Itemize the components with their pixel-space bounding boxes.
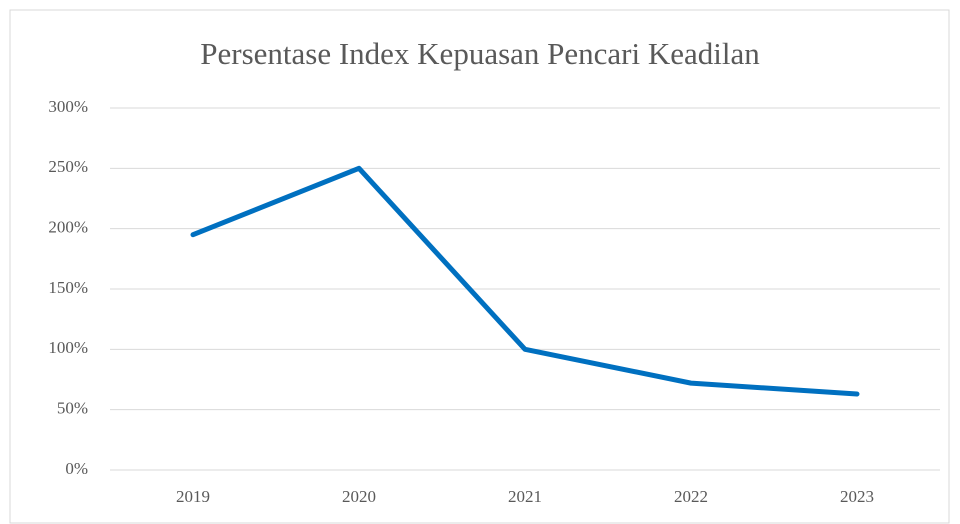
y-tick-label: 50%: [57, 399, 88, 418]
x-tick-label: 2022: [674, 487, 708, 506]
y-tick-label: 150%: [48, 278, 88, 297]
x-tick-label: 2019: [176, 487, 210, 506]
y-tick-label: 0%: [65, 459, 88, 478]
x-tick-label: 2023: [840, 487, 874, 506]
y-tick-label: 300%: [48, 97, 88, 116]
x-tick-label: 2021: [508, 487, 542, 506]
chart-border: [9, 9, 950, 524]
chart-title: Persentase Index Kepuasan Pencari Keadil…: [200, 36, 760, 71]
y-tick-label: 200%: [48, 218, 88, 237]
data-line: [190, 165, 860, 397]
x-tick-label: 2020: [342, 487, 376, 506]
y-tick-label: 250%: [48, 157, 88, 176]
y-tick-label: 100%: [48, 338, 88, 357]
